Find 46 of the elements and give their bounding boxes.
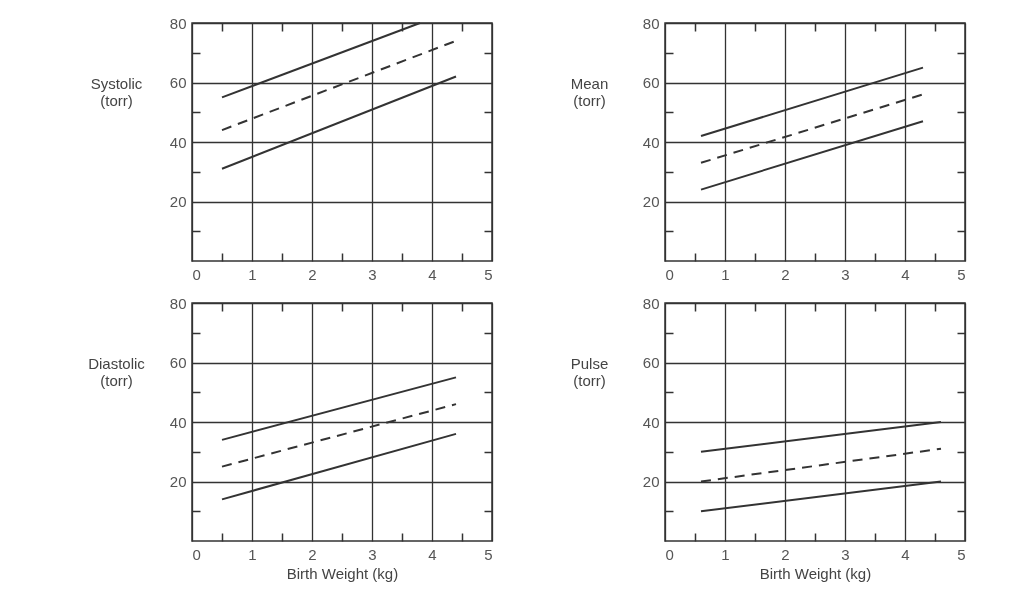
y-tick-label: 80 [169, 14, 187, 32]
y-tick-label: 40 [642, 133, 660, 151]
x-tick-label: 5 [484, 265, 493, 283]
y-tick-label: 20 [169, 193, 187, 210]
x-tick-label: 4 [901, 265, 910, 283]
y-axis-title: Diastolic (torr) [88, 354, 146, 389]
x-tick-label: 2 [781, 545, 790, 563]
x-tick-label: 0 [665, 265, 674, 283]
x-tick-label: 0 [192, 545, 201, 563]
x-tick-label: 0 [192, 265, 201, 283]
y-tick-label: 40 [169, 133, 187, 151]
y-tick-label: 60 [169, 354, 187, 371]
y-tick-label: 80 [642, 294, 660, 312]
x-tick-label: 3 [368, 265, 377, 283]
y-tick-label: 20 [169, 473, 187, 490]
x-tick-label: 4 [428, 265, 437, 283]
y-tick-label: 20 [642, 473, 660, 490]
x-tick-label: 4 [428, 545, 437, 563]
y-axis-title: Pulse (torr) [570, 354, 609, 389]
y-tick-label: 80 [169, 294, 187, 312]
x-tick-label: 5 [957, 545, 966, 563]
x-tick-label: 1 [248, 545, 257, 563]
x-tick-label: 5 [957, 265, 966, 283]
x-tick-label: 3 [841, 545, 850, 563]
y-tick-label: 60 [169, 74, 187, 91]
x-tick-label: 0 [665, 545, 674, 563]
x-axis-title: Birth Weight (kg) [286, 564, 399, 582]
y-tick-label: 60 [642, 354, 660, 371]
x-tick-label: 5 [484, 545, 493, 563]
x-tick-label: 3 [841, 265, 850, 283]
x-tick-label: 4 [901, 545, 910, 563]
y-tick-label: 80 [642, 14, 660, 32]
y-tick-label: 40 [169, 413, 187, 431]
x-tick-label: 2 [781, 265, 790, 283]
x-tick-label: 1 [248, 265, 257, 283]
y-axis-title: Mean (torr) [570, 74, 609, 109]
y-axis-title: Systolic (torr) [90, 74, 143, 109]
y-tick-label: 60 [642, 74, 660, 91]
x-axis-title: Birth Weight (kg) [759, 564, 872, 582]
y-tick-label: 20 [642, 193, 660, 210]
x-tick-label: 1 [721, 265, 730, 283]
y-tick-label: 40 [642, 413, 660, 431]
x-tick-label: 2 [308, 265, 317, 283]
x-tick-label: 1 [721, 545, 730, 563]
x-tick-label: 2 [308, 545, 317, 563]
x-tick-label: 3 [368, 545, 377, 563]
